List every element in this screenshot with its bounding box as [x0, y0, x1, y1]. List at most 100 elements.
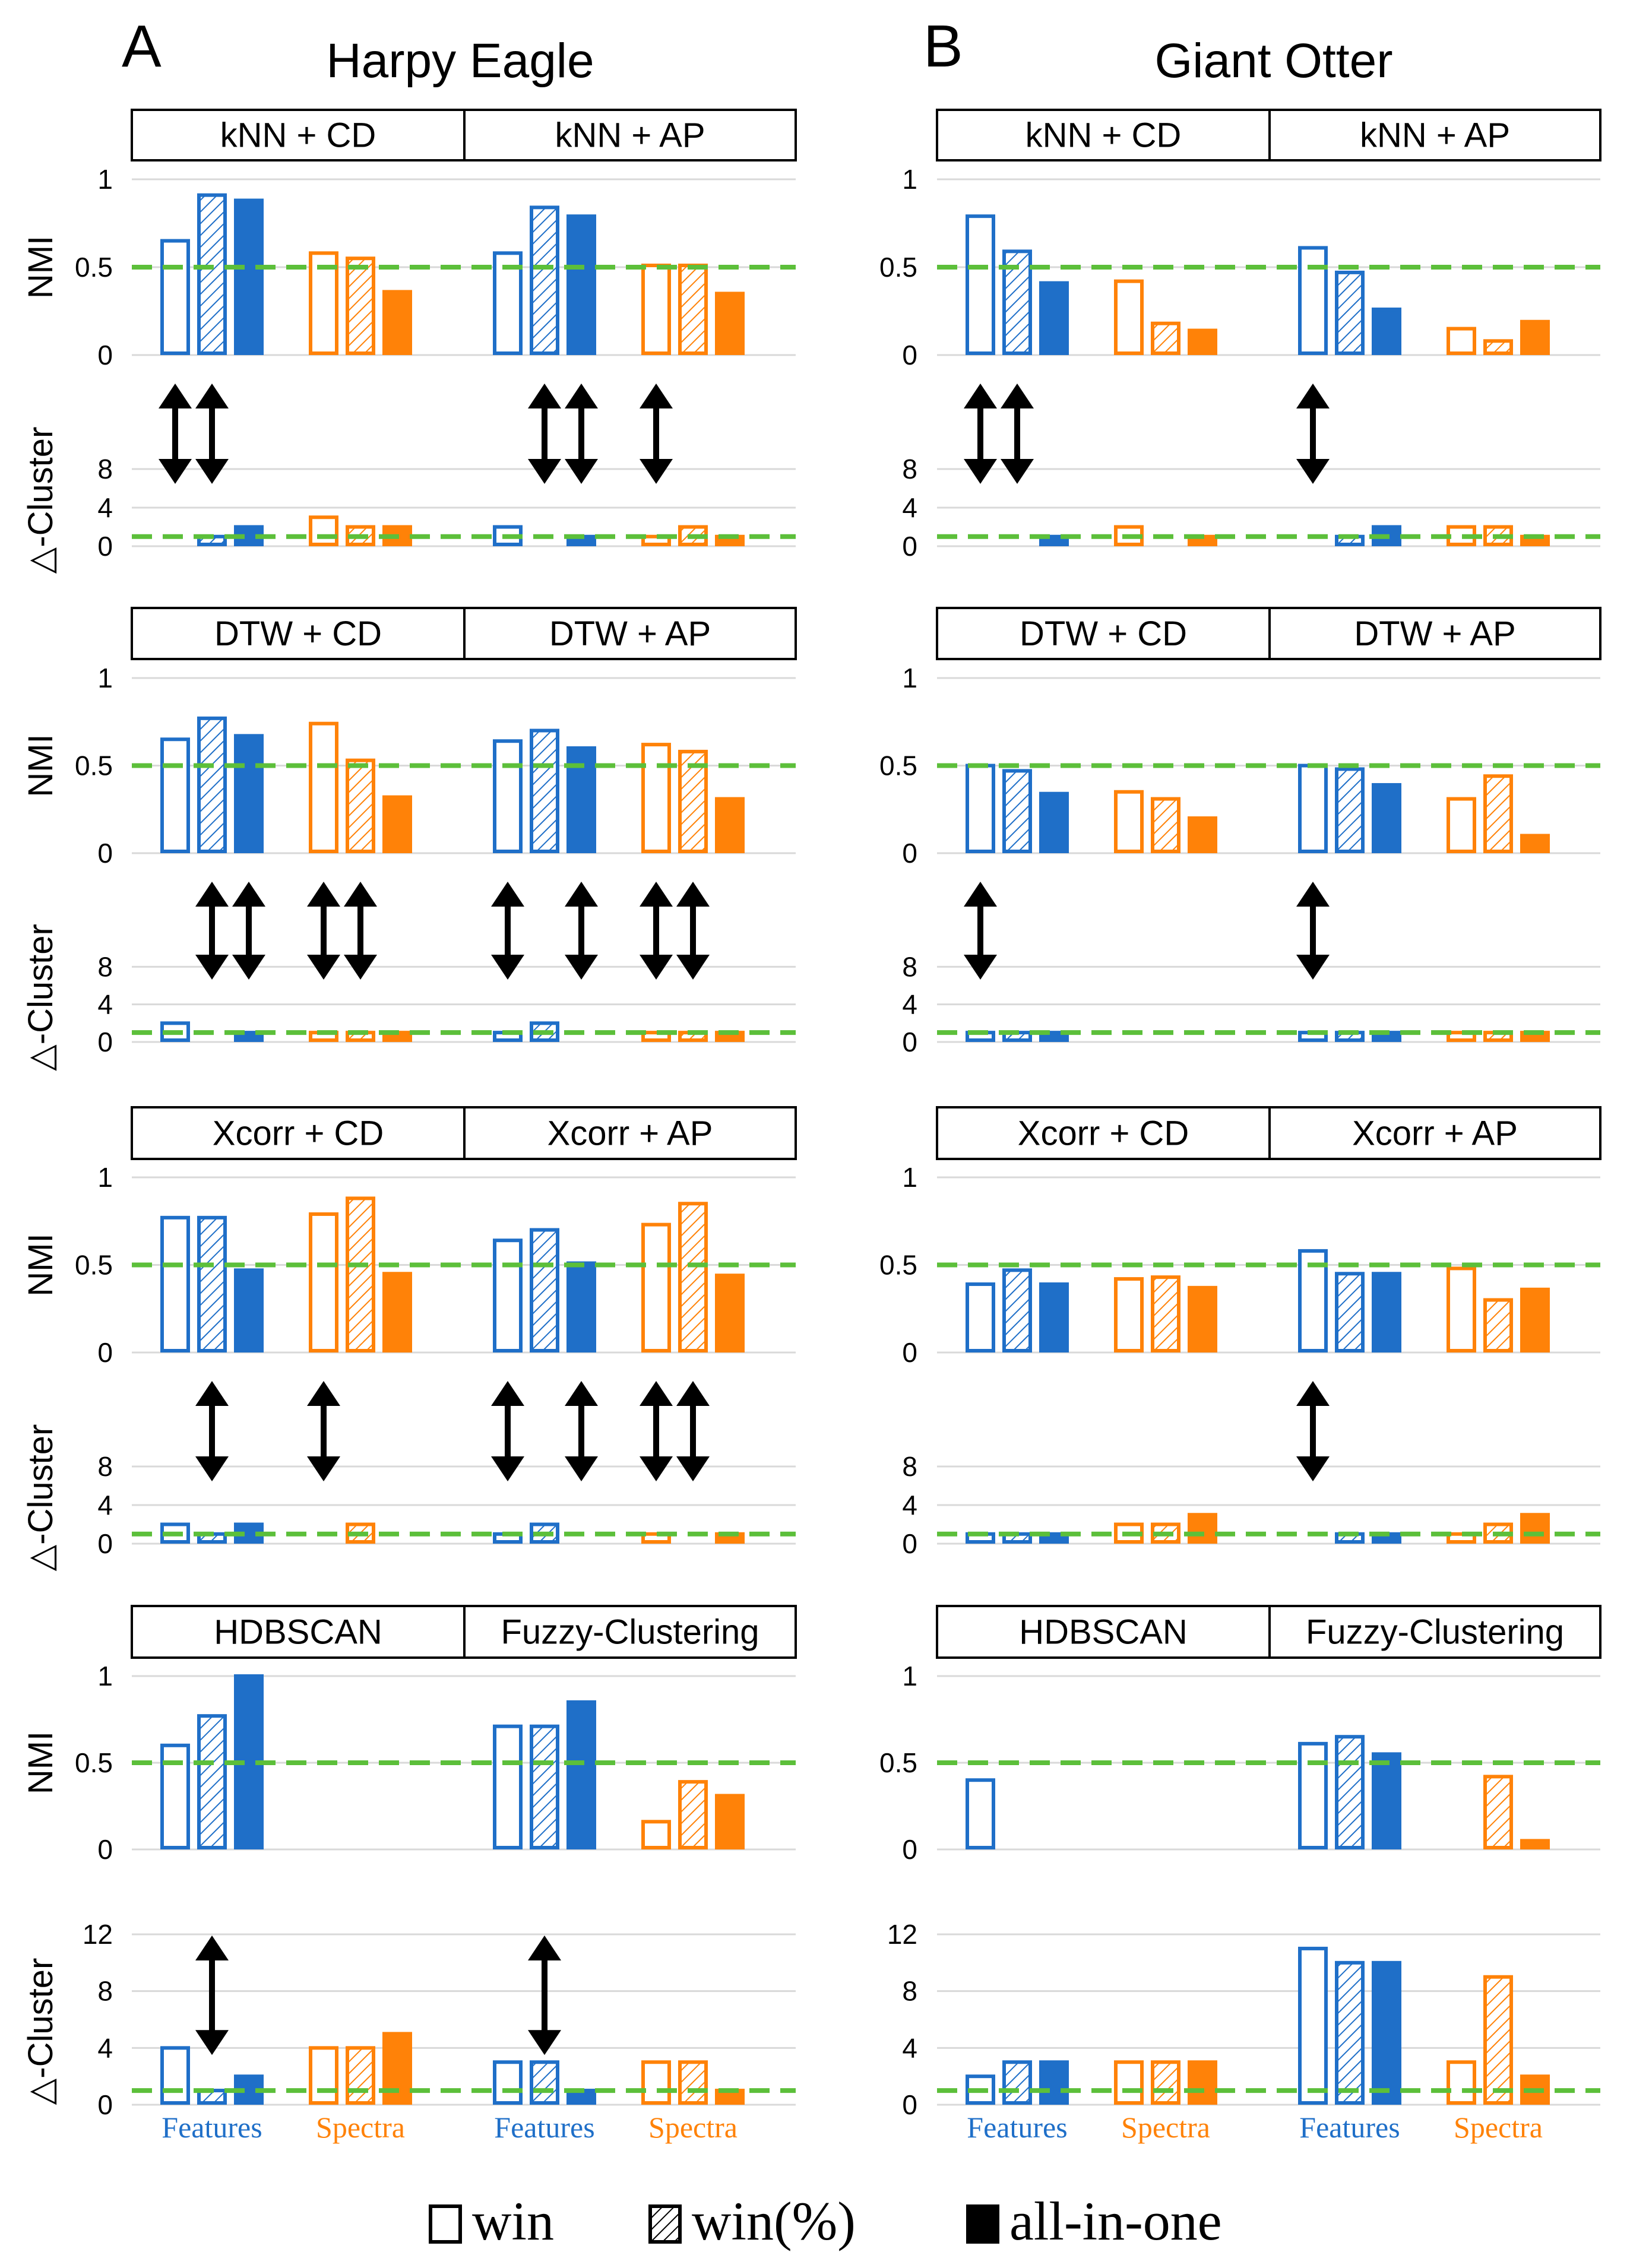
- nmi-features-bar-win: [966, 1282, 995, 1352]
- panel-title: Fuzzy-Clustering: [501, 1613, 759, 1652]
- nmi-spectra-bar-win: [1447, 797, 1476, 854]
- nmi-tick-label: 0.5: [75, 1250, 113, 1281]
- arrow-0-head-up: [964, 384, 997, 408]
- nmi-features-bar-win-pct: [197, 1215, 227, 1353]
- cluster-features-bar-win: [160, 2046, 190, 2105]
- nmi-tick-label: 0: [97, 838, 113, 869]
- nmi-spectra-bar-win: [309, 721, 338, 853]
- nmi-features-bar-win-pct: [1335, 1735, 1365, 1849]
- cluster-spectra-bar-win: [1447, 2060, 1476, 2105]
- arrow-3-head-down: [307, 1456, 340, 1481]
- cluster-tick-label: 0: [902, 1027, 917, 1057]
- panel-dtw-cd: DTW + CD: [964, 614, 1217, 1042]
- cluster-features-bar-win: [493, 2060, 523, 2105]
- nmi-features-bar-all-in-one: [1372, 308, 1401, 355]
- cluster-tick-label: 4: [902, 2032, 917, 2063]
- nmi-features-bar-all-in-one: [566, 214, 596, 355]
- nmi-tick-label: 1: [902, 663, 917, 693]
- panel-title: HDBSCAN: [214, 1613, 382, 1652]
- arrow-2-head-up: [232, 882, 265, 907]
- arrow-2-head-up: [565, 1381, 598, 1406]
- nmi-tick-label: 1: [902, 1162, 917, 1193]
- nmi-spectra-bar-win-pct: [678, 1202, 708, 1352]
- nmi-features-bar-win: [966, 764, 995, 853]
- cluster-features-bar-win-pct: [530, 2060, 559, 2105]
- arrow-1-head-up: [1001, 384, 1034, 408]
- row-3: 0 0.5 1 0 4 8 NMI △-Cluster Xcorr + CD Xcorr + AP: [21, 1106, 797, 1572]
- nmi-spectra-bar-win: [309, 1212, 338, 1352]
- nmi-spectra-bar-all-in-one: [1520, 1839, 1550, 1849]
- arrow-0-head-down: [1296, 1456, 1330, 1481]
- panel-xcorr-ap: Xcorr + AP: [491, 1114, 745, 1544]
- cluster-tick-label: 8: [97, 454, 113, 484]
- nmi-features-bar-win: [1298, 246, 1328, 355]
- arrow-3-head-down: [640, 955, 673, 980]
- panel-title: Xcorr + CD: [1018, 1114, 1189, 1153]
- panel-title: kNN + CD: [220, 116, 376, 155]
- cluster-tick-label: 0: [902, 531, 917, 562]
- cluster-tick-label: 4: [97, 989, 113, 1020]
- nmi-tick-label: 0.5: [75, 252, 113, 283]
- panel-xcorr-ap: Xcorr + AP: [1296, 1114, 1550, 1544]
- cluster-spectra-bar-win: [309, 515, 338, 546]
- legend-label-win: win: [472, 2191, 554, 2251]
- arrow-1-head-down: [195, 459, 229, 484]
- nmi-spectra-bar-all-in-one: [1188, 328, 1217, 355]
- cluster-features-bar-all-in-one: [1039, 2060, 1069, 2105]
- group-label-features: Features: [1299, 2111, 1400, 2144]
- arrow-2-head-down: [232, 955, 265, 980]
- panel-title: DTW + CD: [214, 614, 382, 653]
- nmi-spectra-bar-all-in-one: [715, 797, 745, 854]
- nmi-tick-label: 1: [902, 1661, 917, 1692]
- arrow-0-head-up: [1296, 882, 1330, 907]
- nmi-spectra-bar-win: [1114, 279, 1144, 355]
- nmi-features-bar-all-in-one: [1039, 1282, 1069, 1352]
- nmi-features-bar-win-pct: [530, 728, 559, 853]
- arrow-4-head-down: [676, 955, 710, 980]
- nmi-features-bar-win: [493, 251, 523, 355]
- panel-title: DTW + AP: [549, 614, 711, 653]
- panel-title: Xcorr + AP: [1352, 1114, 1518, 1153]
- nmi-spectra-bar-all-in-one: [715, 292, 745, 355]
- panel-title: HDBSCAN: [1019, 1613, 1188, 1652]
- arrow-0-head-up: [1296, 1381, 1330, 1406]
- nmi-spectra-bar-win: [1447, 327, 1476, 355]
- nmi-spectra-bar-win-pct: [1151, 1275, 1180, 1352]
- nmi-spectra-bar-win: [1114, 790, 1144, 853]
- nmi-tick-label: 0: [902, 838, 917, 869]
- cluster-axis-label: △-Cluster: [21, 1424, 60, 1572]
- nmi-spectra-bar-all-in-one: [1188, 816, 1217, 853]
- nmi-spectra-bar-win-pct: [1483, 774, 1513, 853]
- column-B: B Giant Otter 0 0.5 1 0 4 8 kNN + CD kNN + AP 0 0.5…: [879, 13, 1601, 2144]
- nmi-tick-label: 0: [97, 1834, 113, 1865]
- panel-xcorr-cd: Xcorr + CD: [160, 1114, 412, 1544]
- cluster-tick-label: 8: [97, 951, 113, 982]
- cluster-tick-label: 4: [902, 492, 917, 523]
- nmi-features-bar-win: [493, 739, 523, 853]
- panel-letter: A: [122, 13, 162, 80]
- arrow-2-head-down: [565, 955, 598, 980]
- arrow-3-head-up: [640, 384, 673, 408]
- cluster-tick-label: 4: [97, 2032, 113, 2063]
- panel-knn-cd: kNN + CD: [964, 116, 1217, 546]
- cluster-tick-label: 4: [902, 1490, 917, 1521]
- arrow-1-head-up: [195, 1381, 229, 1406]
- cluster-tick-label: 8: [902, 951, 917, 982]
- nmi-tick-label: 1: [97, 1661, 113, 1692]
- arrow-2-head-up: [565, 384, 598, 408]
- cluster-tick-label: 0: [902, 1528, 917, 1559]
- cluster-spectra-bar-all-in-one: [1188, 2060, 1217, 2105]
- nmi-spectra-bar-win-pct: [678, 264, 708, 356]
- arrow-1-head-down: [195, 955, 229, 980]
- panel-title: Fuzzy-Clustering: [1306, 1613, 1564, 1652]
- nmi-features-bar-win-pct: [197, 1714, 227, 1849]
- nmi-features-bar-win-pct: [1335, 1272, 1365, 1352]
- panel-knn-ap: kNN + AP: [493, 116, 745, 546]
- nmi-features-bar-win: [1298, 764, 1328, 853]
- arrow-3-head-up: [307, 882, 340, 907]
- nmi-features-bar-win-pct: [197, 716, 227, 853]
- arrow-1-head-down: [1001, 459, 1034, 484]
- nmi-tick-label: 0.5: [879, 1250, 917, 1281]
- arrow-2-head-down: [565, 459, 598, 484]
- nmi-spectra-bar-win: [309, 251, 338, 355]
